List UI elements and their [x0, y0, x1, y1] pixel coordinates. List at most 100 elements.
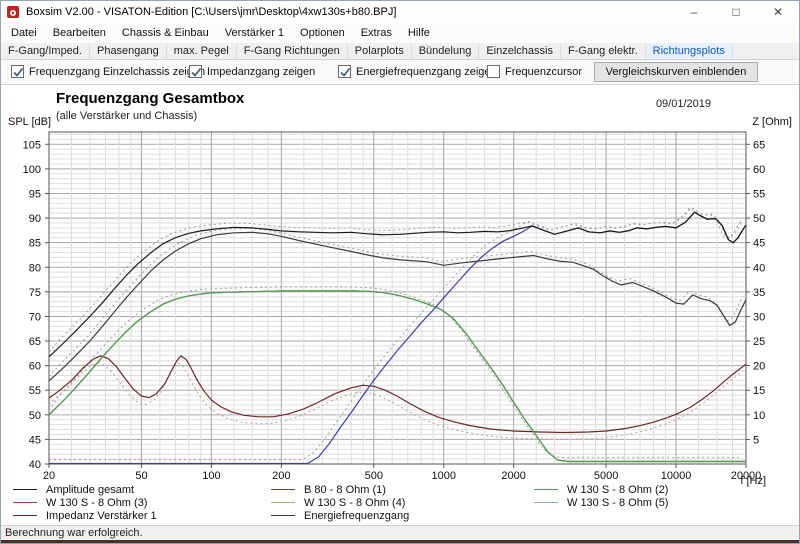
y-left-tick-label: 65	[29, 336, 41, 348]
comparison-curve-impedanz-verst-rker-1	[48, 362, 744, 440]
window-controls: – □ ✕	[673, 1, 799, 23]
tab-richtungsplots[interactable]: Richtungsplots	[645, 43, 733, 59]
tab-einzelchassis[interactable]: Einzelchassis	[479, 43, 561, 59]
y-right-tick-label: 55	[753, 188, 765, 200]
x-tick-label: 1000	[431, 470, 455, 482]
y-left-tick-label: 75	[29, 287, 41, 299]
legend-item-b-80-8-ohm-1: B 80 - 8 Ohm (1)	[271, 483, 409, 496]
x-tick-label: 20000	[731, 470, 762, 482]
tab-f-gang-imped[interactable]: F-Gang/Imped.	[1, 43, 90, 59]
legend-column-2: B 80 - 8 Ohm (1) W 130 S - 8 Ohm (4) Energ…	[271, 483, 409, 522]
status-text: Berechnung war erfolgreich.	[5, 527, 143, 539]
legend-item-amplitude-gesamt: Amplitude gesamt	[13, 483, 157, 496]
y-right-tick-label: 15	[753, 385, 765, 397]
close-button[interactable]: ✕	[772, 5, 784, 19]
y-right-tick-label: 65	[753, 139, 765, 151]
legend-item-w-130-s-8-ohm-3: W 130 S - 8 Ohm (3)	[13, 496, 157, 509]
menu-verst-rker-1[interactable]: Verstärker 1	[224, 27, 285, 39]
menu-chassis-einbau[interactable]: Chassis & Einbau	[121, 27, 209, 39]
menu-bearbeiten[interactable]: Bearbeiten	[52, 27, 106, 39]
checkbox-frequenzgang-einzelchassis-zeigen[interactable]: Frequenzgang Einzelchassis zeigen	[11, 65, 205, 78]
tab-b-ndelung[interactable]: Bündelung	[412, 43, 480, 59]
tab-polarplots[interactable]: Polarplots	[348, 43, 412, 59]
checkbox-impedanzgang-zeigen[interactable]: Impedanzgang zeigen	[189, 65, 315, 78]
y-left-tick-label: 85	[29, 238, 41, 250]
checkbox-energiefrequenzgang-zeigen[interactable]: Energiefrequenzgang zeigen	[338, 65, 497, 78]
y-left-tick-label: 100	[23, 164, 41, 176]
tabbar: F-Gang/Imped. Phasengang max. Pegel F-Gang …	[1, 43, 799, 60]
x-tick-label: 500	[365, 470, 383, 482]
x-tick-label: 200	[272, 470, 290, 482]
legend-label: Impedanz Verstärker 1	[46, 509, 157, 522]
tab-f-gang-richtungen[interactable]: F-Gang Richtungen	[237, 43, 348, 59]
legend-item-w-130-s-8-ohm-2: W 130 S - 8 Ohm (2)	[534, 483, 668, 496]
checked-checkbox-icon[interactable]	[189, 65, 202, 78]
maximize-button[interactable]: □	[732, 5, 740, 19]
checkbox-frequenzcursor[interactable]: Frequenzcursor	[487, 65, 582, 78]
y-right-tick-label: 20	[753, 361, 765, 373]
y-right-tick-label: 35	[753, 287, 765, 299]
x-axis-label: f [Hz]	[740, 475, 766, 487]
x-tick-label: 20	[43, 470, 55, 482]
legend-line-sample	[271, 515, 295, 516]
unchecked-checkbox-icon[interactable]	[487, 65, 500, 78]
curve-impedanz-verst-rker-1	[48, 354, 747, 434]
y-left-tick-label: 80	[29, 262, 41, 274]
comparison-curve-energiefrequenzgang	[48, 227, 744, 378]
y-right-tick-label: 30	[753, 311, 765, 323]
checkbox-label: Impedanzgang zeigen	[207, 65, 316, 78]
checked-checkbox-icon[interactable]	[11, 65, 24, 78]
legend-label: B 80 - 8 Ohm (1)	[304, 483, 386, 496]
x-tick-label: 100	[202, 470, 220, 482]
checkbox-label: Frequenzgang Einzelchassis zeigen	[29, 65, 206, 78]
y-left-tick-label: 50	[29, 410, 41, 422]
display-options-toolbar: Vergleichskurven einblenden Frequenzgang…	[1, 60, 799, 85]
y-left-tick-label: 60	[29, 361, 41, 373]
menu-datei[interactable]: Datei	[11, 27, 37, 39]
minimize-button[interactable]: –	[690, 5, 698, 19]
legend-line-sample	[534, 502, 558, 503]
y-left-axis-label: SPL [dB]	[8, 116, 52, 128]
y-left-tick-label: 40	[29, 459, 41, 471]
y-left-tick-label: 90	[29, 213, 41, 225]
menubar: Datei Bearbeiten Chassis & Einbau Verstärke…	[1, 23, 799, 43]
y-right-tick-label: 60	[753, 164, 765, 176]
legend-item-w-130-s-8-ohm-4: W 130 S - 8 Ohm (4)	[271, 496, 409, 509]
y-right-axis-label: Z [Ohm]	[752, 116, 792, 128]
y-right-tick-label: 10	[753, 410, 765, 422]
legend-label: W 130 S - 8 Ohm (3)	[46, 496, 148, 509]
vergleichskurven-button[interactable]: Vergleichskurven einblenden	[594, 62, 758, 82]
x-tick-label: 50	[135, 470, 147, 482]
legend-line-sample	[13, 489, 37, 490]
y-right-tick-label: 45	[753, 238, 765, 250]
tab-phasengang[interactable]: Phasengang	[90, 43, 167, 59]
titlebar: Boxsim V2.00 - VISATON-Edition [C:\Users…	[1, 1, 799, 23]
y-right-tick-label: 5	[753, 434, 759, 446]
legend-item-impedanz-verst-rker-1: Impedanz Verstärker 1	[13, 509, 157, 522]
y-left-tick-label: 55	[29, 385, 41, 397]
x-tick-label: 5000	[594, 470, 618, 482]
chart-plot: 20 50 100 200 500 1000 2000 5000 10000 20000 40 45 5…	[23, 131, 765, 482]
y-right-tick-label: 40	[753, 262, 765, 274]
legend-line-sample	[13, 515, 37, 516]
menu-optionen[interactable]: Optionen	[300, 27, 345, 39]
tab-max-pegel[interactable]: max. Pegel	[167, 43, 237, 59]
legend-label: Energiefrequenzgang	[304, 509, 410, 522]
menu-hilfe[interactable]: Hilfe	[407, 27, 430, 39]
y-left-tick-label: 70	[29, 311, 41, 323]
legend-line-sample	[13, 502, 37, 503]
legend-item-energiefrequenzgang: Energiefrequenzgang	[271, 509, 409, 522]
legend-label: W 130 S - 8 Ohm (5)	[567, 496, 669, 509]
window-title: Boxsim V2.00 - VISATON-Edition [C:\Users…	[26, 6, 397, 18]
taskbar-sliver	[1, 540, 799, 543]
legend-column-1: Amplitude gesamt W 130 S - 8 Ohm (3) Imped…	[13, 483, 157, 522]
menu-extras[interactable]: Extras	[360, 27, 392, 39]
legend-label: W 130 S - 8 Ohm (2)	[567, 483, 669, 496]
chart-panel: 20 50 100 200 500 1000 2000 5000 10000 20000 40 45 5…	[1, 85, 799, 525]
legend-column-3: W 130 S - 8 Ohm (2) W 130 S - 8 Ohm (5)	[534, 483, 668, 509]
app-icon	[7, 6, 19, 18]
comparison-curve-b-80-8-ohm-1	[49, 207, 742, 461]
tab-f-gang-elektr[interactable]: F-Gang elektr.	[561, 43, 646, 59]
checked-checkbox-icon[interactable]	[338, 65, 351, 78]
